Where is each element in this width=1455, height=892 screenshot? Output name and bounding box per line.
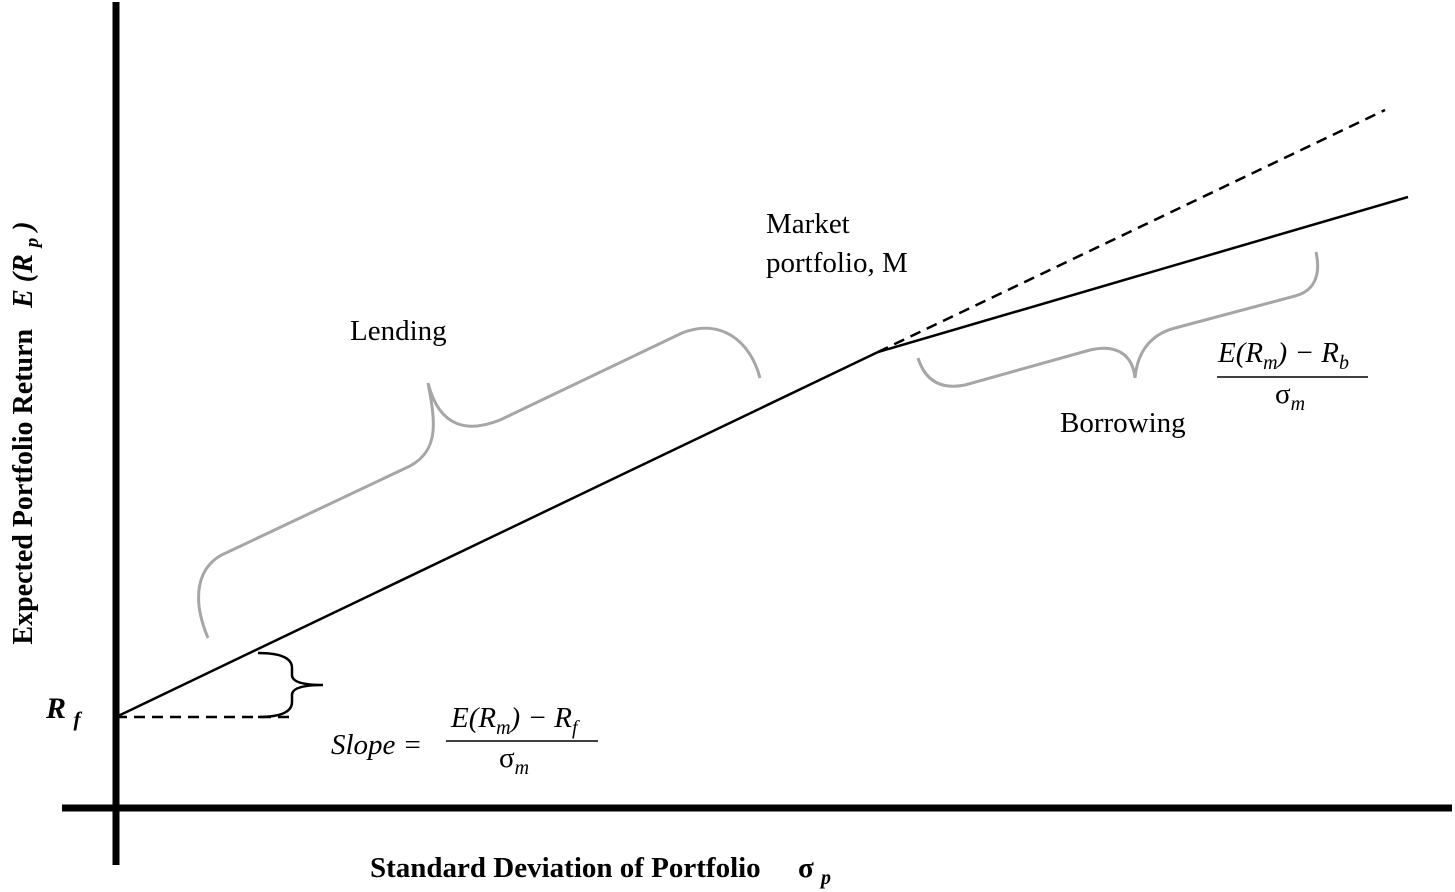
slope-numerator: E(Rm) − Rf	[450, 702, 580, 739]
slope-brace	[257, 651, 324, 719]
y-axis-symbol-close: )	[8, 221, 39, 233]
market-label-line2: portfolio, M	[766, 247, 908, 279]
rf-label: R f	[45, 692, 83, 731]
lending-line	[115, 350, 879, 719]
x-axis-label: Standard Deviation of Portfolio σ p	[370, 852, 831, 889]
y-axis-label-group: Expected Portfolio Return E (R p )	[8, 221, 45, 644]
y-axis-symbol-sub: p	[22, 238, 43, 250]
y-axis-label: Expected Portfolio Return E (R p )	[8, 221, 45, 644]
y-axis-symbol: E (R	[8, 254, 39, 309]
borrowing-line	[877, 195, 1409, 354]
x-axis-symbol-sub: p	[819, 867, 831, 889]
borrowing-label: Borrowing	[1060, 407, 1186, 439]
market-label-line1: Market	[766, 208, 850, 240]
lending-brace	[197, 326, 762, 639]
borrowing-brace	[916, 251, 1320, 388]
lending-label: Lending	[350, 315, 447, 347]
borrow-numerator: E(Rm) − Rb	[1217, 337, 1349, 374]
slope-denominator: σm	[499, 742, 529, 779]
borrow-denominator: σm	[1275, 378, 1305, 415]
rf-label-sub: f	[74, 707, 83, 731]
x-axis-symbol: σ	[798, 852, 814, 884]
lending-extension-dashed	[877, 108, 1386, 354]
slope-prefix: Slope =	[331, 729, 422, 761]
